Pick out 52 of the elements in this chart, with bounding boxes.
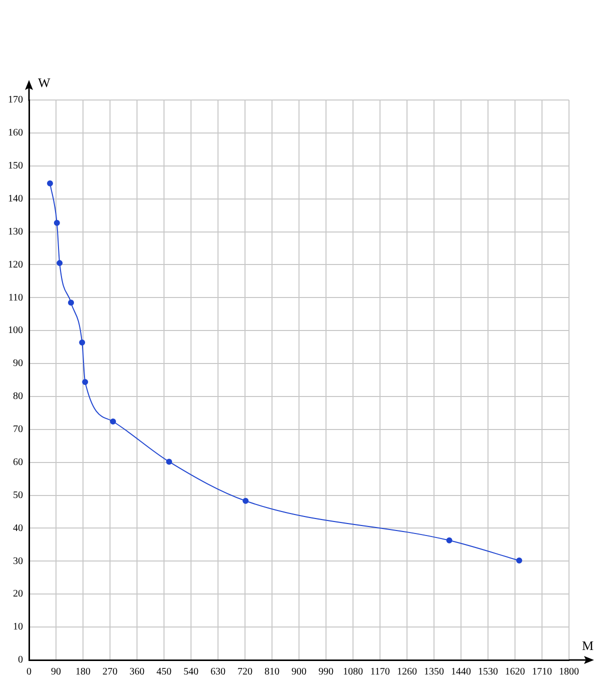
y-tick-label: 70 [13,424,23,436]
x-tick-label: 540 [184,666,198,678]
y-tick-label: 160 [8,128,23,139]
y-tick-label: 150 [8,160,23,172]
y-tick-label: 20 [13,588,23,600]
y-tick-label: 80 [13,391,23,402]
x-tick-label: 360 [130,666,144,678]
y-tick-label: 60 [13,456,23,468]
point [242,498,249,504]
y-axis-title: W [38,75,50,90]
y-tick-label: 10 [13,622,23,633]
point [166,458,172,465]
x-tick-label: 270 [102,666,118,678]
x-tick-label: 90 [51,666,61,678]
point [516,558,522,564]
point [110,418,116,425]
x-tick-label: 1350 [424,666,444,678]
y-tick-label: 120 [8,259,23,270]
y-tick-label: 50 [13,490,23,501]
x-tick-label: 630 [210,666,226,678]
y-tick-label: 130 [8,226,23,238]
point [79,339,86,346]
x-axis-title: M [582,638,594,653]
y-tick-label: 40 [13,522,23,534]
x-tick-label: 1800 [559,666,579,678]
x-tick-label: 1440 [451,666,471,678]
x-tick-label: 1620 [505,666,525,678]
x-tick-label: 720 [238,666,252,678]
y-tick-label: 100 [8,325,23,336]
x-tick-label: 990 [318,666,334,678]
x-tick-label: 1260 [397,666,417,678]
y-tick-label: 170 [8,94,23,106]
y-tick-label: 140 [8,193,23,204]
x-tick-label: 0 [26,666,32,678]
y-tick-label: 0 [18,654,23,666]
x-tick-label: 810 [264,666,280,678]
point [446,537,452,544]
x-tick-label: 450 [156,666,172,678]
point [82,378,88,385]
x-tick-label: 1080 [343,666,363,678]
point [47,180,53,186]
x-tick-label: 1530 [478,666,498,678]
x-tick-label: 180 [76,666,90,678]
point [56,260,63,266]
y-tick-label: 110 [8,292,23,304]
point [68,300,74,306]
x-tick-label: 1170 [370,666,390,678]
y-tick-label: 90 [13,358,23,370]
x-tick-label: 900 [292,666,306,678]
point [54,220,60,226]
y-tick-label: 30 [13,556,23,567]
x-tick-label: 1710 [532,666,552,678]
